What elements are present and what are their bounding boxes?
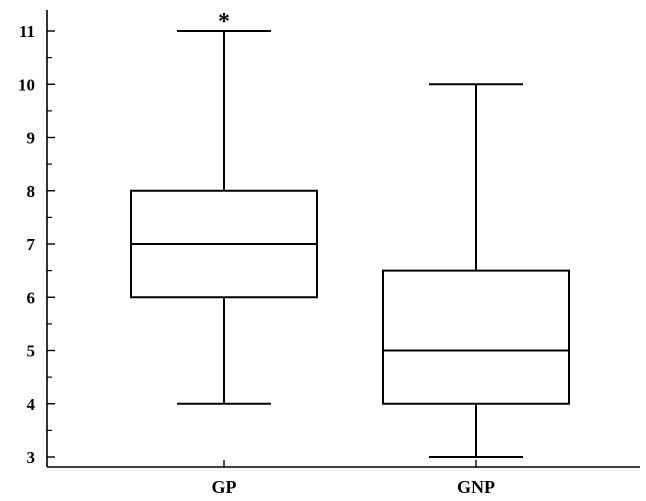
box-plot-series: * [130,9,570,458]
y-tick-label: 10 [18,75,35,94]
y-tick-label: 5 [27,342,36,361]
y-tick-label: 9 [27,129,36,148]
x-category-label-gp: GP [212,477,237,497]
x-category-label-gnp: GNP [457,477,495,497]
y-tick-label: 4 [27,395,36,414]
y-tick-label: 6 [27,288,36,307]
y-tick-label: 8 [27,182,36,201]
y-tick-label: 11 [19,22,35,41]
y-tick-label: 3 [27,448,36,467]
significance-annotation: * [218,9,230,35]
axes: 3 4 5 6 7 8 9 10 11 GP GNP [18,10,640,497]
y-tick-label: 7 [27,235,36,254]
box-gp: * [130,9,318,405]
iqr-box [382,269,570,405]
box-gnp [382,83,570,458]
